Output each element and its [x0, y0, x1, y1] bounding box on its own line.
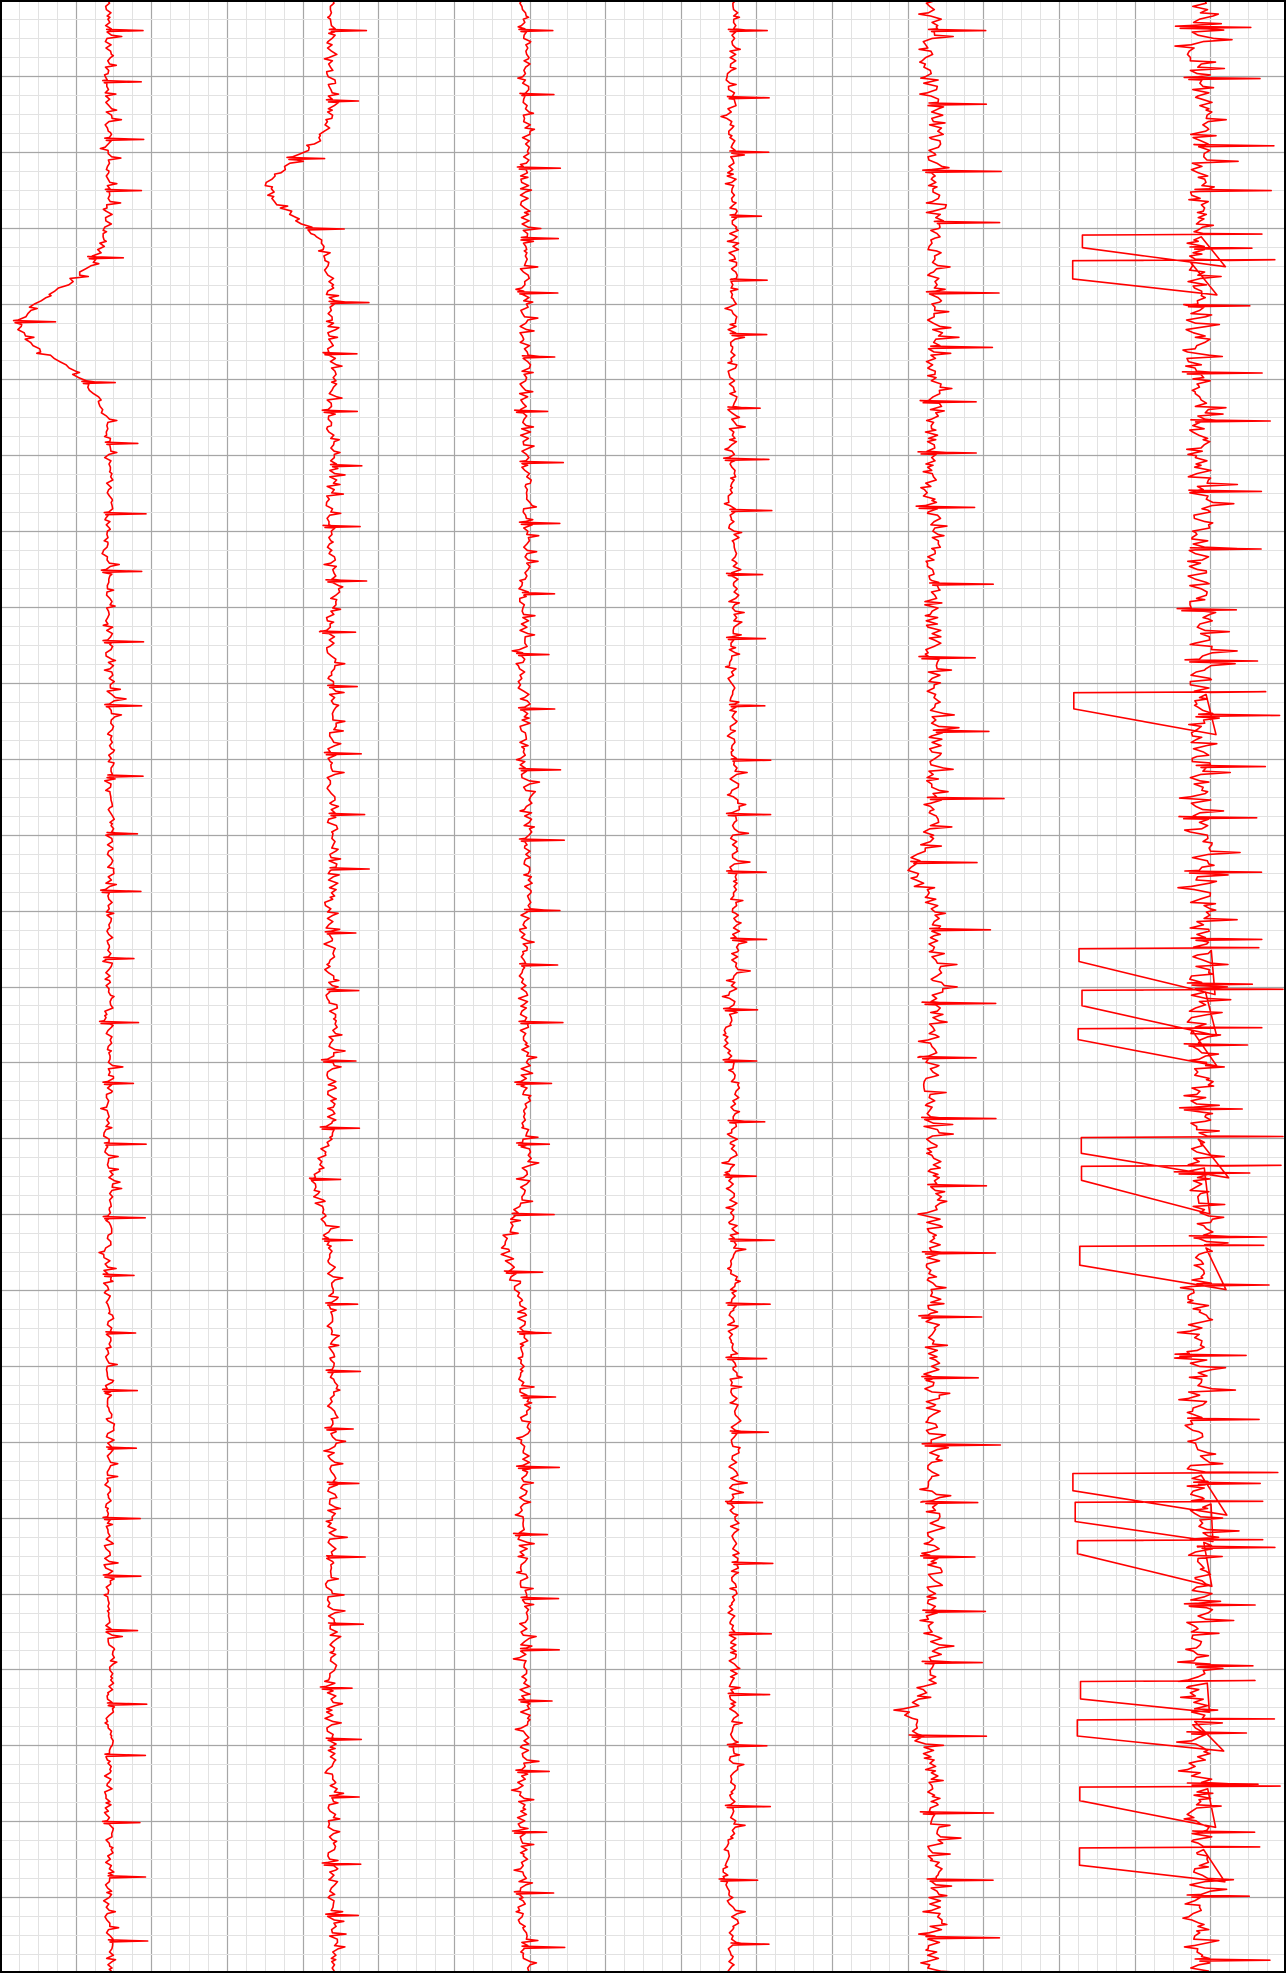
series-trace-3	[500, 0, 566, 1972]
series-trace-2	[264, 0, 370, 1972]
series-trace-6	[1071, 0, 1284, 1972]
series-trace-1	[12, 0, 149, 1972]
chart-traces	[12, 0, 1284, 1973]
series-trace-4	[718, 0, 775, 1972]
series-trace-5	[893, 0, 1005, 1973]
